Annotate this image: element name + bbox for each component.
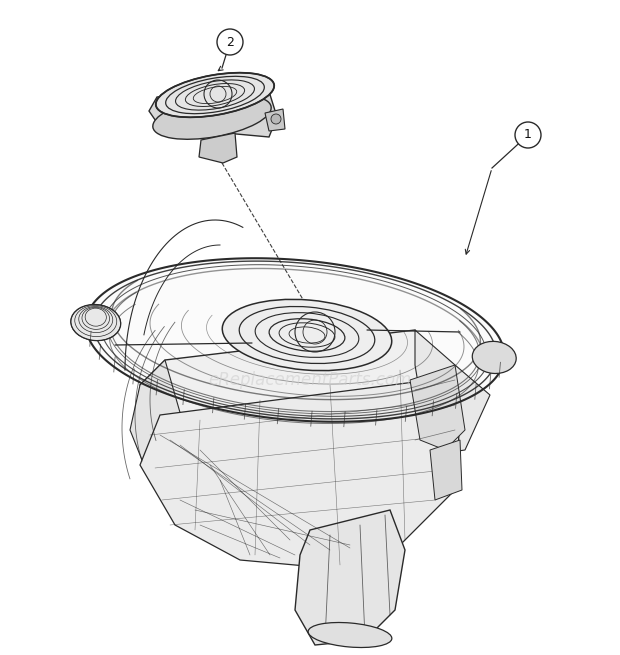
Ellipse shape — [308, 622, 392, 648]
Polygon shape — [140, 380, 460, 570]
Polygon shape — [199, 133, 237, 163]
Polygon shape — [265, 109, 285, 131]
Polygon shape — [295, 510, 405, 645]
Ellipse shape — [71, 305, 121, 341]
Polygon shape — [149, 85, 277, 137]
Polygon shape — [410, 365, 465, 450]
Circle shape — [217, 29, 243, 55]
Polygon shape — [140, 330, 450, 475]
Circle shape — [515, 122, 541, 148]
Polygon shape — [86, 258, 504, 422]
Text: eReplacementParts.com: eReplacementParts.com — [208, 371, 412, 389]
Ellipse shape — [153, 95, 271, 140]
Polygon shape — [130, 360, 185, 480]
Text: 2: 2 — [226, 35, 234, 48]
Polygon shape — [415, 330, 490, 455]
Ellipse shape — [156, 73, 274, 117]
Text: 1: 1 — [524, 128, 532, 141]
Ellipse shape — [222, 299, 392, 371]
Ellipse shape — [472, 341, 516, 373]
Polygon shape — [430, 440, 462, 500]
Ellipse shape — [271, 114, 281, 124]
